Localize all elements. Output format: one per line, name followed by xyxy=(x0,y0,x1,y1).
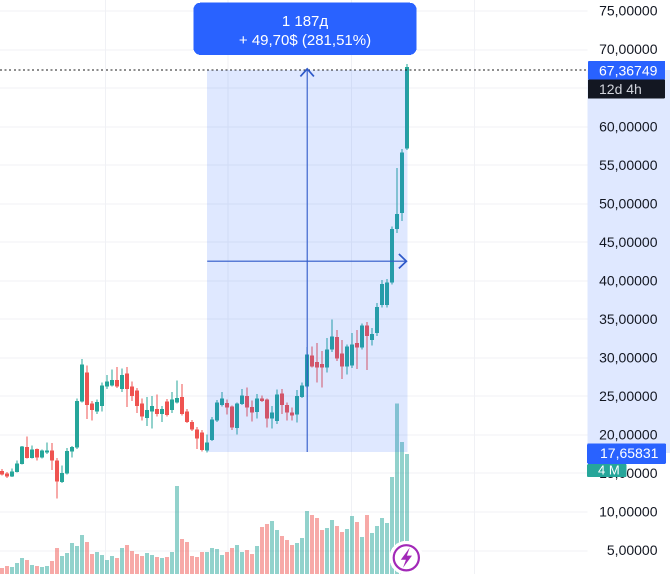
svg-text:4 M: 4 M xyxy=(598,463,620,478)
svg-text:12d 4h: 12d 4h xyxy=(599,81,642,97)
svg-text:10,00000: 10,00000 xyxy=(599,504,658,520)
svg-text:75,00000: 75,00000 xyxy=(599,3,658,19)
svg-text:+ 49,70$ (281,51%): + 49,70$ (281,51%) xyxy=(239,32,371,49)
svg-text:35,00000: 35,00000 xyxy=(599,311,658,327)
svg-text:30,00000: 30,00000 xyxy=(599,349,658,365)
svg-text:1 187д: 1 187д xyxy=(282,13,329,30)
svg-text:20,00000: 20,00000 xyxy=(599,427,658,443)
svg-text:50,00000: 50,00000 xyxy=(599,195,658,211)
svg-text:17,65831: 17,65831 xyxy=(600,445,659,461)
svg-text:70,00000: 70,00000 xyxy=(599,41,658,57)
svg-text:40,00000: 40,00000 xyxy=(599,272,658,288)
svg-text:5,00000: 5,00000 xyxy=(607,542,658,558)
svg-text:45,00000: 45,00000 xyxy=(599,234,658,250)
svg-text:67,36749: 67,36749 xyxy=(599,63,658,79)
svg-text:55,00000: 55,00000 xyxy=(599,157,658,173)
svg-text:25,00000: 25,00000 xyxy=(599,388,658,404)
svg-text:60,00000: 60,00000 xyxy=(599,118,658,134)
